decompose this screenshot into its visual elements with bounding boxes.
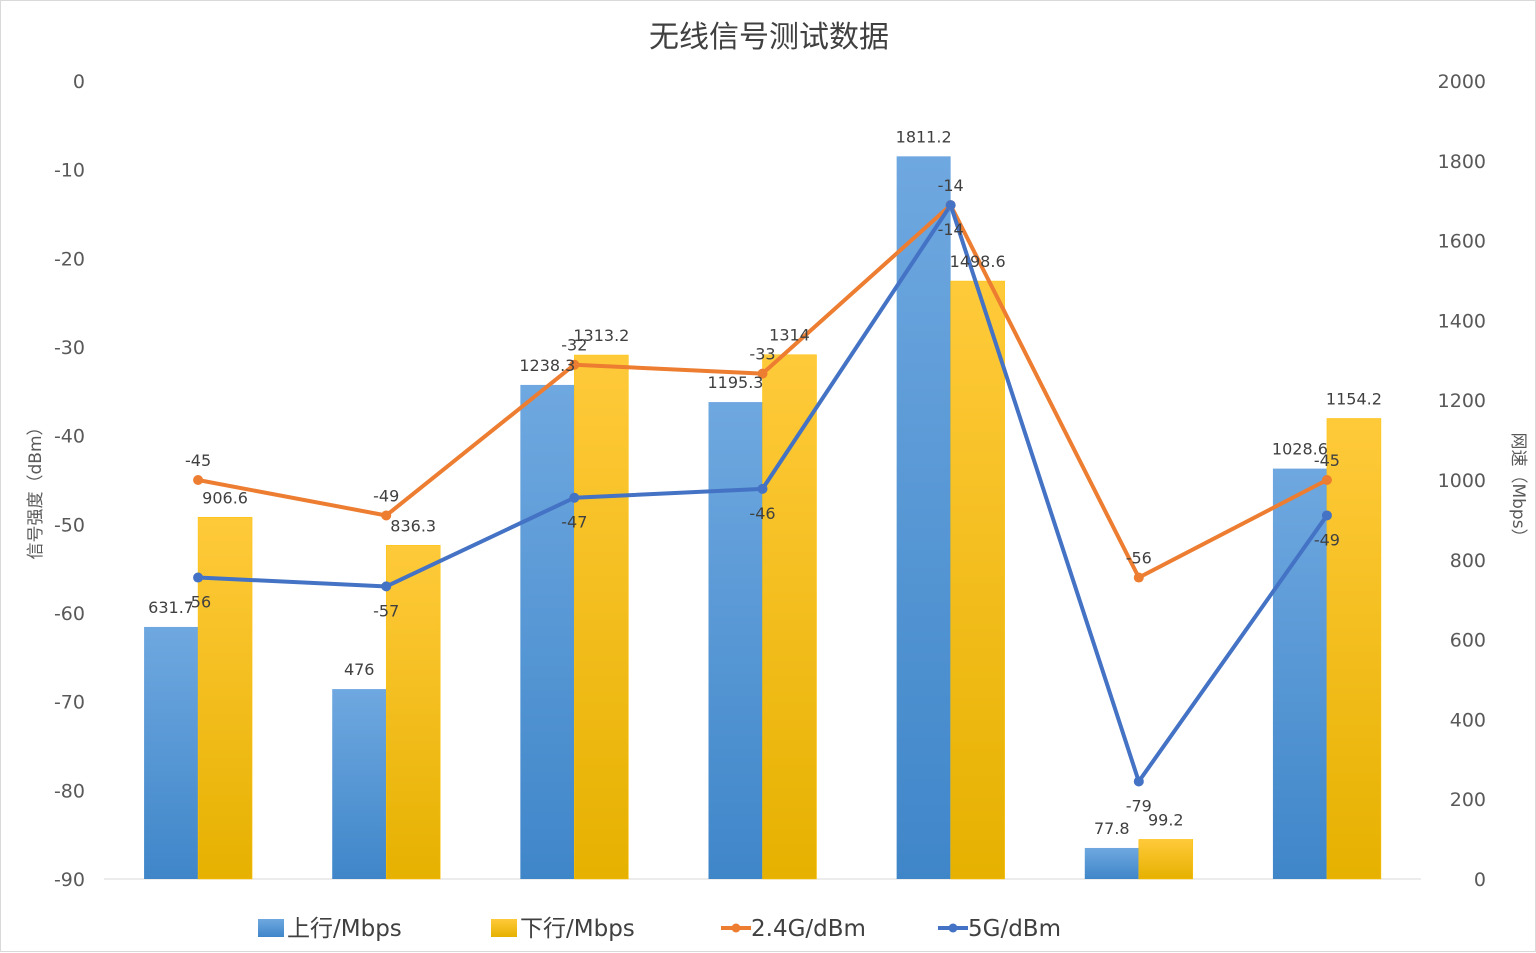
marker-2g4 bbox=[1133, 572, 1144, 583]
data-label-upload: 1028.6 bbox=[1272, 440, 1328, 459]
data-label-download: 1498.6 bbox=[950, 252, 1006, 271]
data-label-2g4: -14 bbox=[938, 176, 964, 195]
bar-upload bbox=[896, 156, 951, 880]
marker-5g bbox=[757, 483, 768, 494]
data-label-2g4: -32 bbox=[561, 336, 587, 355]
bar-download bbox=[1138, 839, 1194, 880]
data-label-upload: 77.8 bbox=[1094, 819, 1130, 838]
y-right-tick-label: 600 bbox=[1450, 630, 1486, 652]
bar-download bbox=[197, 517, 253, 880]
y-right-tick-label: 200 bbox=[1450, 789, 1486, 811]
bar-download bbox=[762, 354, 817, 880]
bar-download bbox=[385, 545, 441, 880]
chart-title: 无线信号测试数据 bbox=[649, 20, 889, 55]
y-right-tick-label: 1000 bbox=[1438, 470, 1486, 492]
data-label-2g4: -49 bbox=[373, 486, 399, 505]
y-left-tick-label: -50 bbox=[54, 514, 85, 536]
data-label-download: 1314 bbox=[769, 326, 810, 345]
legend-upload-swatch bbox=[258, 919, 284, 937]
line-series-group bbox=[193, 200, 1332, 787]
data-label-2g4: -45 bbox=[1314, 451, 1340, 470]
y-right-tick-label: 800 bbox=[1450, 550, 1486, 572]
y-right-tick-label: 0 bbox=[1474, 869, 1486, 891]
marker-2g4 bbox=[569, 359, 580, 370]
y-left-tick-label: -70 bbox=[54, 692, 85, 714]
data-label-5g: -57 bbox=[373, 601, 399, 620]
marker-2g4 bbox=[1321, 475, 1332, 485]
data-label-5g: -56 bbox=[185, 593, 211, 612]
y-right-tick-label: 1200 bbox=[1438, 390, 1486, 412]
y-left-tick-label: -90 bbox=[54, 869, 85, 891]
data-label-2g4: -45 bbox=[185, 451, 211, 470]
data-label-upload: 1195.3 bbox=[708, 373, 764, 392]
y-left-tick-label: -20 bbox=[54, 248, 85, 270]
y-axis-left-ticks: 0 -10 -20 -30 -40 -50 -60 -70 -80 -90 bbox=[54, 71, 85, 891]
data-label-5g: -49 bbox=[1314, 530, 1340, 549]
data-label-upload: 1811.2 bbox=[896, 127, 952, 146]
bar-upload bbox=[1272, 468, 1327, 879]
y-axis-left-title: 信号强度（dBm） bbox=[26, 418, 46, 559]
data-label-5g: -14 bbox=[938, 220, 964, 239]
marker-5g bbox=[1321, 510, 1332, 521]
marker-2g4 bbox=[193, 475, 204, 485]
data-label-download: 99.2 bbox=[1148, 810, 1184, 829]
legend-download-label: 下行/Mbps bbox=[520, 916, 635, 942]
y-left-tick-label: 0 bbox=[73, 71, 85, 93]
legend-2g4-marker bbox=[731, 923, 741, 933]
y-right-tick-label: 1600 bbox=[1438, 231, 1486, 253]
legend-5g-label: 5G/dBm bbox=[968, 916, 1061, 942]
legend-2g4-label: 2.4G/dBm bbox=[751, 916, 866, 942]
marker-5g bbox=[193, 572, 204, 583]
data-label-5g: -47 bbox=[561, 513, 587, 532]
bar-upload bbox=[1084, 847, 1139, 879]
y-left-tick-label: -80 bbox=[54, 780, 85, 802]
bar-download bbox=[574, 354, 629, 880]
data-label-download: 1313.2 bbox=[573, 326, 629, 345]
marker-5g bbox=[1133, 776, 1144, 787]
y-left-tick-label: -30 bbox=[54, 337, 85, 359]
data-labels-group: 631.7 476 1238.3 1195.3 1811.2 77.8 1028.6 906.… bbox=[148, 127, 1382, 838]
bar-series-group bbox=[144, 156, 1382, 880]
y-left-tick-label: -40 bbox=[54, 426, 85, 448]
data-label-download: 836.3 bbox=[390, 516, 436, 535]
data-label-upload: 1238.3 bbox=[519, 356, 575, 375]
legend-upload-label: 上行/Mbps bbox=[287, 916, 402, 942]
legend-5g-marker bbox=[948, 923, 958, 933]
data-label-download: 906.6 bbox=[202, 488, 248, 507]
data-label-upload: 476 bbox=[344, 660, 375, 679]
marker-2g4 bbox=[381, 510, 392, 521]
bar-download bbox=[950, 280, 1005, 880]
y-axis-right-title: 网速（Mbps） bbox=[1508, 432, 1528, 545]
data-label-2g4: -33 bbox=[749, 345, 775, 364]
data-label-2g4: -56 bbox=[1126, 549, 1152, 568]
data-label-5g: -46 bbox=[749, 504, 775, 523]
y-right-tick-label: 1400 bbox=[1438, 310, 1486, 332]
bar-upload bbox=[332, 689, 387, 879]
marker-5g bbox=[945, 200, 956, 211]
y-right-tick-label: 1800 bbox=[1438, 151, 1486, 173]
marker-2g4 bbox=[757, 368, 768, 379]
marker-5g bbox=[569, 492, 580, 503]
legend-download-swatch bbox=[491, 919, 517, 937]
marker-5g bbox=[381, 581, 392, 592]
data-label-download: 1154.2 bbox=[1326, 389, 1382, 408]
legend: 上行/Mbps 下行/Mbps 2.4G/dBm 5G/dBm bbox=[258, 916, 1061, 942]
y-left-tick-label: -60 bbox=[54, 603, 85, 625]
y-right-tick-label: 400 bbox=[1450, 709, 1486, 731]
bar-upload bbox=[708, 402, 763, 879]
bar-upload bbox=[520, 384, 575, 879]
y-right-tick-label: 2000 bbox=[1438, 71, 1486, 93]
bar-download bbox=[1326, 418, 1382, 880]
data-label-upload: 631.7 bbox=[148, 598, 194, 617]
data-label-5g: -79 bbox=[1126, 796, 1152, 815]
bar-upload bbox=[144, 626, 199, 879]
y-left-tick-label: -10 bbox=[54, 160, 85, 182]
